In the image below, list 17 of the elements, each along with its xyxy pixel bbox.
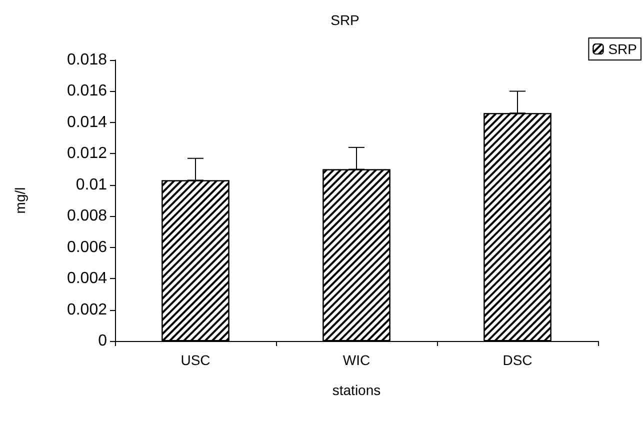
y-tick-label: 0.006 [66,238,108,256]
y-tick-label: 0 [98,332,108,350]
chart-title: SRP [330,12,360,28]
y-tick-label: 0.004 [66,270,108,288]
y-tick-label: 0.008 [66,208,108,225]
y-axis-title: mg/l [12,187,28,214]
x-tick-label: USC [180,352,210,368]
legend-label: SRP [608,41,638,57]
x-axis-title: stations [332,382,381,398]
y-tick-label: 0.016 [66,82,108,100]
y-tick-label: 0.012 [66,145,108,162]
y-tick-label: 0.018 [66,52,108,68]
x-tick-label: WIC [342,352,370,368]
y-tick-label: 0.01 [76,176,108,194]
y-tick-label: 0.002 [66,301,108,318]
x-tick-label: DSC [502,352,532,368]
y-tick-label: 0.014 [66,114,108,131]
